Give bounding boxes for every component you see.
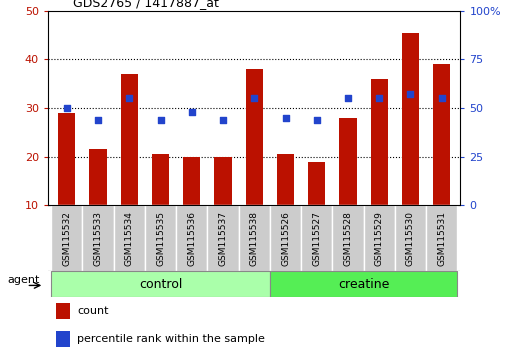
FancyBboxPatch shape (269, 271, 457, 297)
Bar (401, 33, 418, 205)
Point (281, 115, 289, 120)
FancyBboxPatch shape (238, 205, 269, 271)
Text: GDS2765 / 1417887_at: GDS2765 / 1417887_at (73, 0, 219, 9)
Bar (58, 113, 75, 205)
Text: GSM115528: GSM115528 (343, 211, 352, 266)
Point (125, 96, 133, 101)
Bar (56, 331, 69, 347)
Bar (370, 79, 387, 205)
FancyBboxPatch shape (332, 205, 363, 271)
FancyBboxPatch shape (269, 205, 300, 271)
Text: GSM115530: GSM115530 (405, 211, 414, 266)
FancyBboxPatch shape (425, 205, 457, 271)
Bar (56, 303, 69, 319)
Text: GSM115526: GSM115526 (280, 211, 289, 266)
Point (156, 117, 164, 122)
Point (343, 96, 351, 101)
Bar (152, 154, 169, 205)
Point (374, 96, 382, 101)
FancyBboxPatch shape (394, 205, 425, 271)
FancyBboxPatch shape (176, 205, 207, 271)
Point (250, 96, 258, 101)
Text: GSM115538: GSM115538 (249, 211, 258, 266)
FancyBboxPatch shape (51, 205, 82, 271)
Text: agent: agent (7, 275, 39, 285)
Bar (183, 156, 200, 205)
Point (187, 109, 195, 115)
FancyBboxPatch shape (82, 205, 114, 271)
Text: GSM115534: GSM115534 (125, 211, 133, 266)
FancyBboxPatch shape (114, 205, 144, 271)
Text: count: count (77, 306, 108, 316)
Bar (339, 118, 356, 205)
FancyBboxPatch shape (51, 271, 269, 297)
Text: GSM115537: GSM115537 (218, 211, 227, 266)
Text: GSM115531: GSM115531 (436, 211, 445, 266)
Bar (308, 161, 325, 205)
Text: GSM115535: GSM115535 (156, 211, 165, 266)
Point (219, 117, 227, 122)
Point (63, 105, 71, 111)
Text: GSM115536: GSM115536 (187, 211, 196, 266)
Bar (432, 64, 449, 205)
Text: GSM115533: GSM115533 (93, 211, 103, 266)
Bar (121, 74, 138, 205)
Bar (214, 156, 231, 205)
Bar (245, 69, 262, 205)
FancyBboxPatch shape (300, 205, 332, 271)
FancyBboxPatch shape (363, 205, 394, 271)
Point (312, 117, 320, 122)
FancyBboxPatch shape (207, 205, 238, 271)
Text: percentile rank within the sample: percentile rank within the sample (77, 334, 264, 344)
FancyBboxPatch shape (144, 205, 176, 271)
Point (94, 117, 102, 122)
Bar (89, 149, 107, 205)
Text: GSM115527: GSM115527 (312, 211, 321, 266)
Point (437, 96, 445, 101)
Point (406, 92, 414, 97)
Text: GSM115532: GSM115532 (62, 211, 71, 266)
Text: GSM115529: GSM115529 (374, 211, 383, 266)
Text: control: control (138, 278, 182, 291)
Text: creatine: creatine (337, 278, 388, 291)
Bar (276, 154, 293, 205)
